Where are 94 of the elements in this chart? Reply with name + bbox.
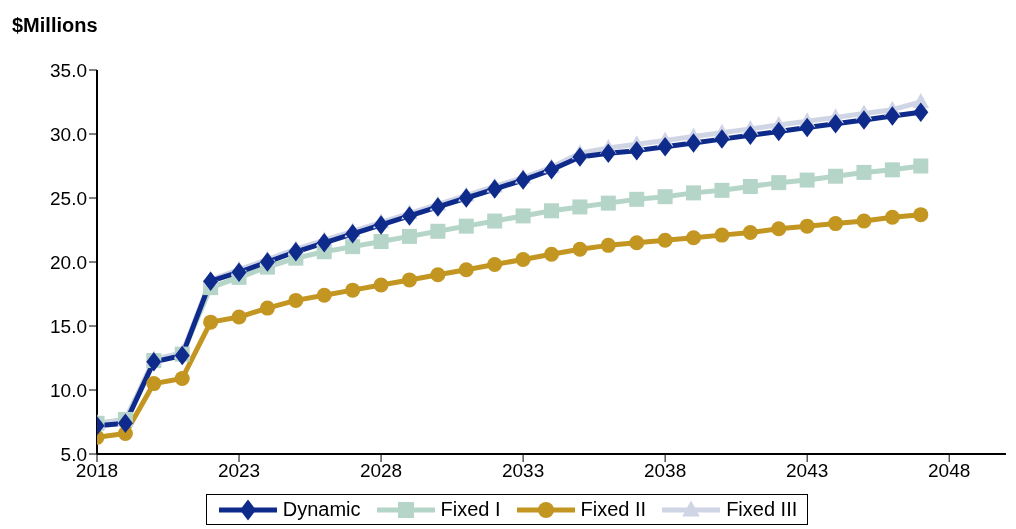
point xyxy=(345,224,361,244)
point xyxy=(657,137,673,157)
point xyxy=(856,213,872,229)
point xyxy=(600,143,616,163)
point xyxy=(799,117,815,138)
point xyxy=(401,272,417,288)
point xyxy=(657,232,673,248)
point xyxy=(913,207,929,223)
point xyxy=(316,287,332,303)
point xyxy=(799,218,815,234)
y-tick-label: 35.0 xyxy=(50,59,87,81)
point xyxy=(884,106,900,126)
point xyxy=(487,179,503,199)
point xyxy=(458,218,474,234)
legend-label: Fixed II xyxy=(580,498,647,521)
point xyxy=(430,223,446,239)
x-tick-label: 2043 xyxy=(786,460,829,482)
point xyxy=(714,227,730,243)
point xyxy=(828,114,844,134)
point xyxy=(288,242,304,262)
point xyxy=(430,197,446,217)
y-tick-label: 25.0 xyxy=(50,187,87,209)
point xyxy=(345,239,361,255)
point xyxy=(913,158,929,174)
point xyxy=(572,199,588,215)
y-tick-label: 15.0 xyxy=(50,315,87,337)
point xyxy=(686,185,702,201)
x-tick-label: 2023 xyxy=(217,460,261,482)
point xyxy=(430,267,446,283)
point xyxy=(544,246,559,262)
point xyxy=(629,191,645,207)
point xyxy=(686,133,702,153)
legend-label: Fixed III xyxy=(726,498,798,521)
x-tick-label: 2028 xyxy=(359,460,403,482)
point xyxy=(373,215,389,235)
point xyxy=(600,237,616,253)
point xyxy=(288,292,304,308)
point xyxy=(686,230,702,246)
point xyxy=(174,345,190,366)
legend-label: Dynamic xyxy=(282,498,361,521)
point xyxy=(544,203,559,219)
point xyxy=(544,160,559,180)
point xyxy=(231,309,247,325)
point xyxy=(629,140,645,161)
point xyxy=(345,282,361,298)
point xyxy=(828,216,844,232)
point xyxy=(316,233,332,253)
point xyxy=(401,228,417,244)
legend-label: Fixed I xyxy=(440,498,501,521)
point xyxy=(117,413,133,434)
point xyxy=(913,102,929,122)
point xyxy=(884,209,900,225)
point xyxy=(629,235,645,251)
point xyxy=(259,300,275,316)
point xyxy=(259,252,275,272)
point xyxy=(515,170,531,190)
point xyxy=(742,125,758,146)
y-tick-label: 30.0 xyxy=(50,123,87,145)
point xyxy=(458,262,474,278)
point xyxy=(742,178,758,194)
point xyxy=(373,277,389,293)
point xyxy=(572,241,588,257)
point xyxy=(458,188,474,208)
point xyxy=(373,234,389,250)
point xyxy=(146,376,162,392)
point xyxy=(174,370,190,386)
point xyxy=(515,251,531,267)
point xyxy=(771,221,787,237)
point xyxy=(828,168,844,184)
point xyxy=(231,262,247,282)
x-tick-label: 2038 xyxy=(643,460,687,482)
point xyxy=(856,110,872,130)
point xyxy=(742,225,758,241)
point xyxy=(856,164,872,180)
point xyxy=(657,189,673,205)
y-axis-title: $Millions xyxy=(12,14,98,37)
y-tick-label: 20.0 xyxy=(50,251,87,273)
point xyxy=(203,271,219,291)
point xyxy=(714,129,730,149)
point xyxy=(401,206,417,226)
point xyxy=(572,147,588,167)
point xyxy=(600,195,616,211)
point xyxy=(771,175,787,191)
point xyxy=(203,314,219,330)
point xyxy=(487,257,503,273)
y-tick-label: 10.0 xyxy=(50,379,87,401)
point xyxy=(799,172,815,188)
point xyxy=(714,182,730,198)
point xyxy=(771,121,787,142)
x-tick-label: 2033 xyxy=(501,460,545,482)
x-tick-label: 2048 xyxy=(928,460,971,482)
point xyxy=(884,162,900,178)
point xyxy=(515,208,531,224)
point xyxy=(487,213,503,229)
